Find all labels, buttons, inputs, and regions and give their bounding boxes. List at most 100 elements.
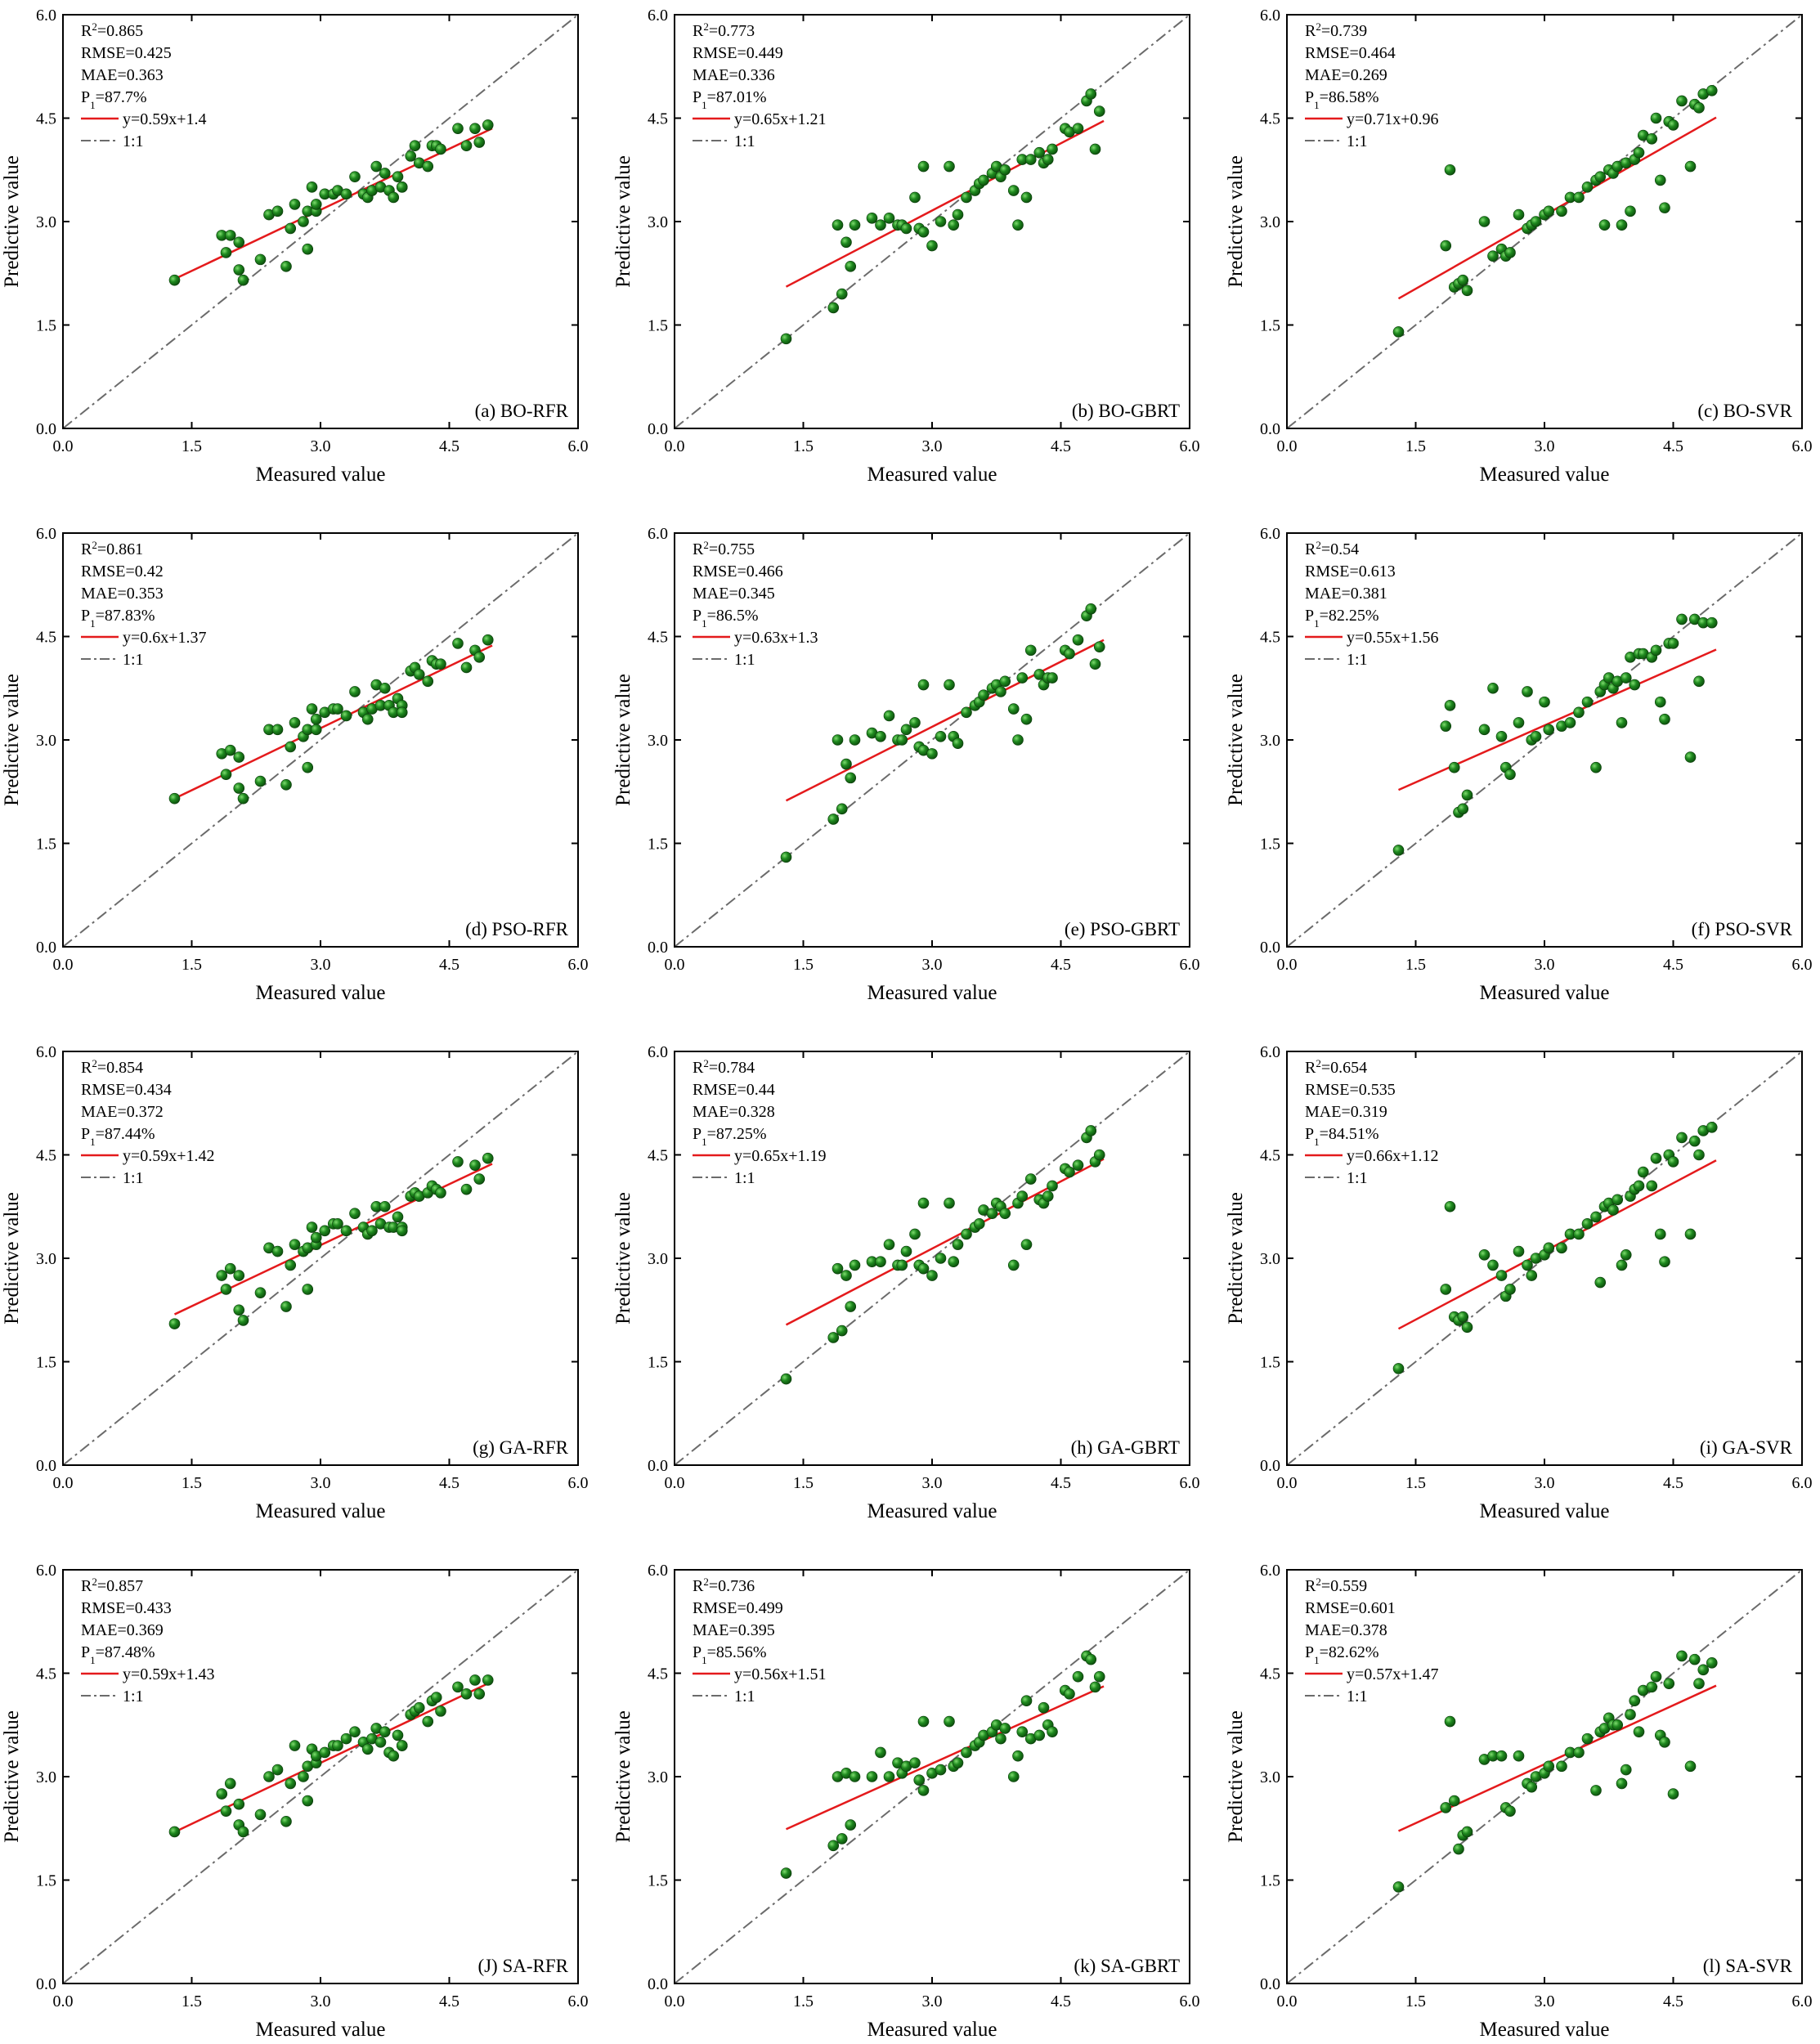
data-point — [827, 302, 840, 314]
x-tick-label: 0.0 — [665, 437, 685, 455]
data-point — [1495, 1750, 1508, 1762]
y-tick-label: 1.5 — [36, 836, 56, 854]
x-axis-label: Measured value — [256, 2019, 386, 2041]
data-point — [1706, 84, 1718, 96]
data-point — [875, 219, 886, 231]
data-point — [319, 1746, 331, 1759]
data-point — [900, 222, 912, 235]
data-point — [1448, 1795, 1460, 1807]
data-point — [237, 274, 249, 286]
stat-rmse: RMSE=0.433 — [81, 1599, 172, 1617]
data-point — [961, 191, 972, 204]
data-point — [469, 1674, 481, 1686]
data-point — [1659, 1737, 1670, 1748]
y-axis-label: Predictive value — [1225, 1710, 1247, 1843]
data-point — [952, 208, 964, 221]
data-point — [306, 1221, 318, 1233]
stat-r2: R2=0.654 — [1305, 1057, 1367, 1078]
x-tick-label: 0.0 — [1277, 1474, 1298, 1492]
data-point — [1573, 1746, 1585, 1759]
scatter-panel-8: 0.0 1.5 3.0 4.5 6.0 0.0 1.5 3.0 4.5 6.0 Measured v… — [612, 1043, 1200, 1522]
data-point — [280, 1816, 292, 1827]
data-point — [1676, 613, 1688, 625]
data-point — [280, 779, 292, 791]
data-point — [220, 769, 232, 780]
data-point — [332, 1740, 343, 1751]
data-point — [1650, 644, 1662, 657]
y-tick-label: 0.0 — [648, 1457, 668, 1475]
data-point — [1616, 1259, 1628, 1271]
x-tick-label: 6.0 — [1792, 956, 1813, 974]
panel-label: (d) PSO-RFR — [465, 919, 569, 939]
data-point — [1650, 112, 1662, 124]
y-tick-label: 1.5 — [36, 1872, 56, 1890]
data-point — [392, 171, 404, 182]
data-point — [999, 1208, 1011, 1219]
data-point — [237, 1315, 249, 1326]
panel-label: (b) BO-GBRT — [1072, 401, 1180, 421]
data-point — [1629, 679, 1641, 691]
data-point — [1007, 703, 1020, 715]
x-tick-label: 0.0 — [53, 437, 74, 455]
data-point — [1659, 713, 1670, 725]
data-point — [224, 744, 236, 756]
y-tick-label: 3.0 — [1260, 1250, 1280, 1268]
y-tick-label: 6.0 — [1260, 525, 1280, 543]
data-point — [845, 261, 857, 272]
y-tick-label: 3.0 — [1260, 732, 1280, 750]
legend-ref-label: 1:1 — [734, 1169, 755, 1187]
data-point — [302, 243, 314, 255]
data-point — [1457, 1311, 1469, 1323]
data-point — [435, 658, 446, 670]
data-point — [841, 1270, 852, 1281]
y-tick-label: 6.0 — [1260, 1043, 1280, 1061]
data-point — [780, 333, 792, 345]
data-point — [849, 1259, 861, 1271]
y-tick-label: 3.0 — [648, 213, 668, 231]
data-point — [374, 1737, 387, 1748]
data-point — [832, 734, 844, 746]
fit-line — [785, 1685, 1105, 1831]
y-tick-label: 0.0 — [648, 939, 668, 957]
data-point — [379, 1726, 391, 1737]
data-point — [1581, 1218, 1594, 1230]
data-point — [1667, 119, 1679, 131]
fit-line — [785, 639, 1105, 802]
y-tick-label: 0.0 — [36, 420, 56, 438]
legend-ref-label: 1:1 — [734, 1688, 755, 1706]
data-point — [952, 737, 964, 750]
data-point — [1392, 1881, 1405, 1893]
stat-rmse: RMSE=0.449 — [693, 44, 783, 62]
data-point — [1440, 240, 1452, 252]
panel-label: (l) SA-SVR — [1703, 1956, 1793, 1976]
data-point — [237, 792, 249, 805]
data-point — [285, 741, 297, 753]
data-point — [875, 1746, 886, 1759]
x-axis-label: Measured value — [1480, 982, 1610, 1004]
data-point — [1487, 682, 1499, 694]
y-tick-label: 6.0 — [648, 525, 668, 543]
y-tick-label: 3.0 — [648, 732, 668, 750]
data-point — [435, 143, 446, 155]
data-point — [396, 706, 408, 719]
legend-ref-label: 1:1 — [123, 651, 144, 669]
data-point — [1064, 1688, 1075, 1700]
y-tick-label: 6.0 — [1260, 7, 1280, 25]
data-point — [1461, 1826, 1473, 1838]
data-point — [460, 1688, 473, 1700]
data-point — [482, 119, 494, 131]
data-point — [289, 1239, 301, 1250]
stat-p1: P1=87.48% — [81, 1643, 155, 1666]
y-axis-label: Predictive value — [1, 1710, 23, 1843]
data-point — [1564, 717, 1576, 728]
y-tick-label: 0.0 — [36, 1457, 56, 1475]
data-point — [1093, 105, 1105, 117]
legend-ref-label: 1:1 — [123, 1688, 144, 1706]
data-point — [1012, 734, 1024, 746]
x-tick-label: 3.0 — [922, 1474, 943, 1492]
data-point — [1616, 219, 1628, 231]
data-point — [396, 182, 408, 193]
y-tick-label: 4.5 — [1260, 1147, 1280, 1165]
stat-p1: P1=87.7% — [81, 88, 147, 111]
data-point — [1667, 638, 1679, 649]
